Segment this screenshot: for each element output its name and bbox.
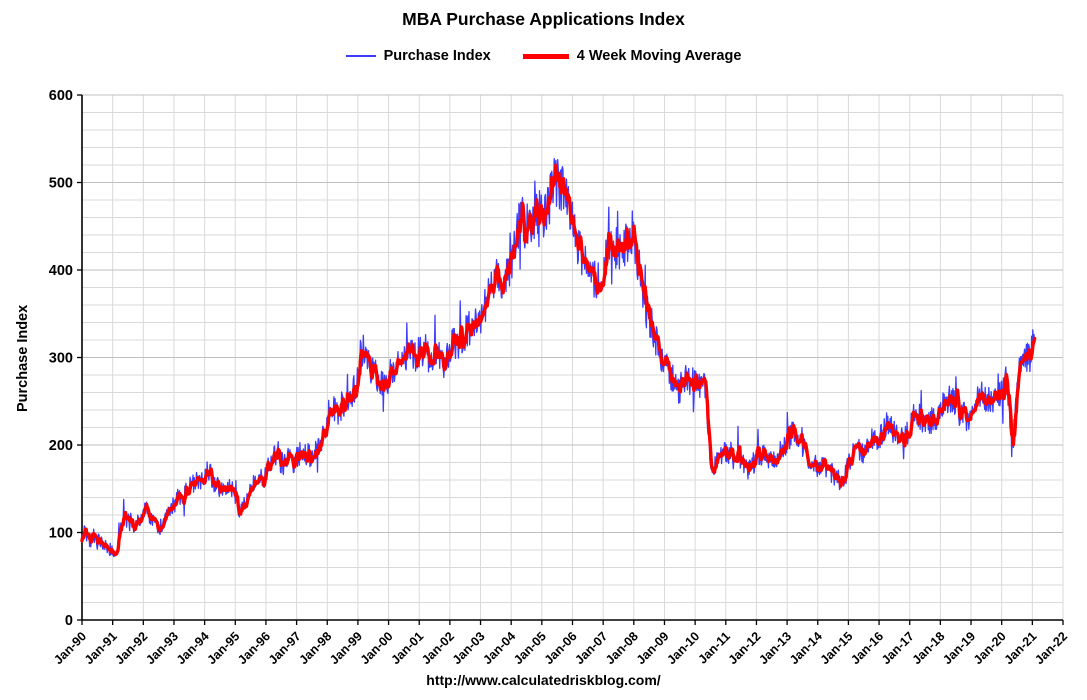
x-tick-label: Jan-08 <box>603 629 641 667</box>
x-tick-label: Jan-91 <box>82 629 120 667</box>
chart-title: MBA Purchase Applications Index <box>402 9 685 29</box>
moving-average-line <box>80 163 1037 557</box>
x-tick-label: Jan-18 <box>910 629 948 667</box>
x-tick-label: Jan-20 <box>971 629 1009 667</box>
y-tick-label: 300 <box>49 351 73 367</box>
x-tick-label: Jan-06 <box>542 629 580 667</box>
legend-item-moving-average: 4 Week Moving Average <box>522 48 742 64</box>
x-tick-label: Jan-03 <box>450 629 488 667</box>
y-tick-label: 200 <box>49 438 73 454</box>
source-url: http://www.calculatedriskblog.com/ <box>426 672 661 688</box>
y-tick-label: 500 <box>49 176 73 192</box>
moving-average-legend-label: 4 Week Moving Average <box>576 48 742 64</box>
x-tick-label: Jan-99 <box>327 629 365 667</box>
purchase-index-line-swatch <box>345 54 376 58</box>
x-tick-label: Jan-92 <box>113 629 151 667</box>
x-tick-label: Jan-16 <box>848 629 886 667</box>
x-tick-label: Jan-12 <box>726 629 764 667</box>
x-tick-label: Jan-10 <box>664 629 702 667</box>
x-tick-label: Jan-97 <box>266 629 304 667</box>
y-tick-label: 0 <box>65 613 73 629</box>
x-tick-label: Jan-04 <box>480 629 518 667</box>
x-tick-label: Jan-21 <box>1002 629 1040 667</box>
x-tick-label: Jan-05 <box>511 629 549 667</box>
x-tick-label: Jan-22 <box>1032 629 1070 667</box>
x-tick-label: Jan-09 <box>634 629 672 667</box>
x-tick-label: Jan-11 <box>695 629 732 666</box>
y-tick-label: 100 <box>49 526 73 542</box>
x-tick-label: Jan-17 <box>879 629 917 667</box>
x-tick-label: Jan-93 <box>143 629 181 667</box>
x-tick-label: Jan-95 <box>204 629 242 667</box>
x-tick-label: Jan-96 <box>235 629 273 667</box>
x-tick-label: Jan-00 <box>358 629 396 667</box>
x-tick-label: Jan-14 <box>787 629 825 667</box>
x-tick-label: Jan-19 <box>940 629 978 667</box>
x-tick-label: Jan-15 <box>818 629 856 667</box>
purchase-index-legend-label: Purchase Index <box>383 48 491 64</box>
chart-legend: Purchase Index 4 Week Moving Average <box>0 48 1087 64</box>
x-tick-label: Jan-07 <box>572 629 610 667</box>
x-tick-label: Jan-01 <box>388 629 426 667</box>
x-tick-label: Jan-98 <box>296 629 334 667</box>
y-tick-label: 400 <box>49 263 73 279</box>
moving-average-line-swatch <box>522 53 569 59</box>
x-tick-label: Jan-94 <box>174 629 212 667</box>
x-tick-label: Jan-13 <box>756 629 794 667</box>
y-tick-label: 600 <box>49 88 73 104</box>
x-tick-label: Jan-02 <box>419 629 457 667</box>
x-tick-label: Jan-90 <box>51 629 89 667</box>
legend-item-purchase-index: Purchase Index <box>345 48 491 64</box>
